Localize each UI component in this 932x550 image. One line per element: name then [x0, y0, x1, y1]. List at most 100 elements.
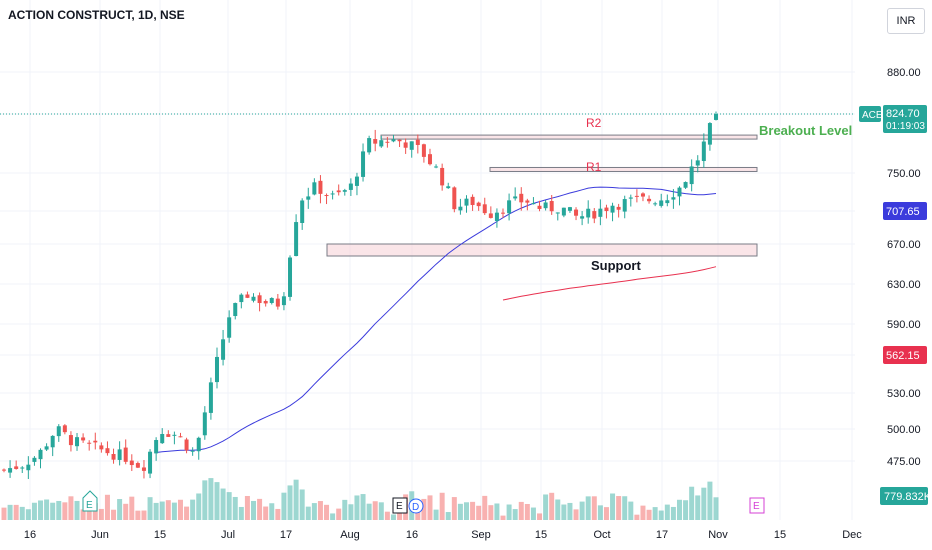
volume-bar	[177, 499, 183, 520]
zone-r1	[489, 166, 758, 172]
x-tick-label: Oct	[593, 529, 610, 541]
volume-bar	[451, 497, 457, 520]
candle-body	[172, 434, 177, 436]
volume-bar	[31, 502, 37, 520]
candle-body	[68, 435, 73, 446]
volume-bar	[13, 504, 19, 520]
candle-body	[513, 196, 518, 199]
volume-bar	[597, 505, 603, 520]
candle-body	[665, 200, 670, 204]
x-tick-label: Aug	[340, 529, 360, 541]
candle-body	[561, 207, 566, 216]
candle-body	[306, 196, 311, 200]
candle-body	[239, 294, 244, 303]
x-tick-label: 16	[406, 529, 418, 541]
candle-body	[476, 202, 481, 207]
volume-bar	[476, 505, 482, 520]
volume-bar	[537, 513, 543, 520]
volume-bar	[530, 507, 536, 520]
candle-body	[616, 206, 621, 210]
y-tick-label: 500.00	[887, 424, 921, 436]
volume-bar	[348, 504, 354, 520]
ma-slow-value: 562.15	[886, 350, 920, 362]
candle-body	[281, 296, 286, 306]
volume-bar	[457, 503, 463, 520]
earnings-marker-future[interactable]: E	[749, 497, 765, 514]
volume-bar	[153, 502, 159, 520]
time-axis[interactable]: 16 Jun 15 Jul 17 Aug 16 Sep 15 Oct 17 Nov 15 Dec	[24, 529, 862, 541]
chart-title: ACTION CONSTRUCT, 1D, NSE	[8, 8, 185, 22]
chart-grid	[0, 0, 855, 520]
candle-body	[288, 257, 293, 297]
candle-body	[628, 197, 633, 199]
candle-body	[427, 154, 432, 165]
last-price-value: 824.70	[886, 108, 920, 120]
candle-body	[318, 180, 323, 194]
candle-body	[56, 426, 61, 437]
dividend-marker[interactable]: D	[408, 498, 424, 514]
volume-bar	[287, 485, 293, 520]
x-tick-label: Jun	[91, 529, 109, 541]
volume-bar	[421, 498, 427, 520]
volume-bar	[658, 510, 664, 520]
volume-bar	[226, 492, 232, 520]
candle-body	[81, 437, 86, 441]
earnings-marker-2[interactable]: E	[392, 497, 408, 514]
volume-bar	[524, 503, 530, 520]
volume-bar	[366, 503, 372, 520]
volume-bar	[390, 514, 396, 520]
svg-text:E: E	[396, 501, 403, 512]
volume-bar	[141, 510, 147, 520]
candle-body	[531, 203, 536, 205]
candle-body	[434, 166, 439, 168]
price-zones	[326, 134, 758, 257]
candle-body	[689, 166, 694, 185]
candle-body	[32, 457, 37, 462]
volume-bar	[257, 498, 263, 520]
volume-bar	[561, 504, 567, 520]
price-axis[interactable]: 475.00 500.00 530.00 590.00 630.00 670.00 750.…	[887, 67, 921, 468]
volume-bar	[44, 499, 50, 520]
volume-bar	[92, 503, 98, 520]
candle-body	[105, 448, 110, 454]
volume-bar	[238, 506, 244, 520]
volume-bar	[622, 496, 628, 520]
volume-bar	[518, 501, 524, 520]
volume-badge	[880, 487, 928, 505]
candle-body	[342, 190, 347, 192]
ma-fast-value: 707.65	[886, 206, 920, 218]
volume-bar	[111, 509, 117, 520]
candle-body	[111, 453, 116, 460]
volume-bar	[646, 509, 652, 520]
candle-body	[99, 445, 104, 450]
volume-bar	[628, 501, 634, 520]
x-tick-label: 16	[24, 529, 36, 541]
volume-bar	[311, 503, 317, 520]
volume-bar	[184, 506, 190, 520]
candle-body	[129, 460, 134, 466]
volume-bar	[670, 506, 676, 520]
currency-selector[interactable]: INR	[887, 8, 925, 34]
volume-bar	[470, 501, 476, 520]
volume-bar	[378, 502, 384, 520]
candle-body	[214, 356, 219, 383]
y-tick-label: 530.00	[887, 388, 921, 400]
candle-body	[707, 123, 712, 145]
volume-bar	[190, 499, 196, 520]
candle-body	[421, 144, 426, 157]
candle-body	[50, 435, 55, 448]
candle-body	[391, 139, 396, 142]
y-tick-label: 880.00	[887, 67, 921, 79]
last-price-badge	[883, 105, 927, 133]
x-tick-label: Nov	[708, 529, 728, 541]
candle-body	[458, 206, 463, 211]
candle-body	[8, 468, 13, 473]
volume-bar	[683, 500, 689, 520]
candle-body	[586, 208, 591, 218]
earnings-marker-1[interactable]: E	[82, 490, 98, 512]
volume-bar	[506, 504, 512, 520]
volume-bar	[415, 511, 421, 520]
candle-body	[373, 139, 378, 144]
candle-body	[653, 203, 658, 205]
